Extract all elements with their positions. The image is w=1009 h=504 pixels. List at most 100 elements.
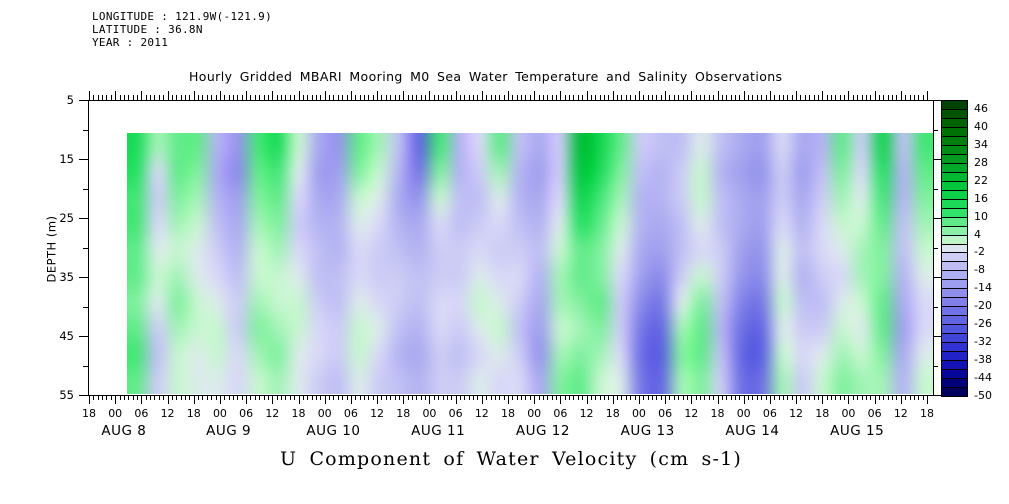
time-tick bbox=[398, 95, 400, 100]
time-tick bbox=[708, 95, 710, 100]
time-tick bbox=[193, 395, 195, 404]
time-tick bbox=[665, 395, 667, 404]
time-tick bbox=[778, 395, 780, 400]
depth-tick-label: 5 bbox=[66, 93, 74, 107]
time-tick bbox=[503, 95, 505, 100]
depth-tick bbox=[79, 218, 88, 219]
hour-tick-label: 12 bbox=[684, 407, 699, 420]
time-tick bbox=[119, 395, 121, 400]
colorbar-segment bbox=[941, 378, 968, 389]
depth-tick bbox=[933, 218, 942, 219]
depth-tick bbox=[933, 100, 942, 101]
colorbar-segment bbox=[941, 144, 968, 155]
time-tick bbox=[246, 395, 248, 404]
colorbar-segment bbox=[941, 126, 968, 137]
day-label: AUG 8 bbox=[101, 423, 147, 439]
time-tick bbox=[93, 95, 95, 100]
time-tick bbox=[529, 395, 531, 400]
time-tick bbox=[691, 91, 693, 100]
time-tick bbox=[359, 95, 361, 100]
time-tick bbox=[922, 395, 924, 400]
time-tick bbox=[542, 95, 544, 100]
time-tick bbox=[193, 91, 195, 100]
depth-tick bbox=[933, 365, 938, 367]
time-tick bbox=[643, 395, 645, 400]
time-tick bbox=[123, 395, 125, 400]
time-tick bbox=[569, 95, 571, 100]
time-tick bbox=[281, 95, 283, 100]
colorbar-segment bbox=[941, 360, 968, 371]
colorbar-segment bbox=[941, 117, 968, 128]
time-tick bbox=[564, 395, 566, 400]
time-tick bbox=[329, 395, 331, 400]
colorbar-segment bbox=[941, 252, 968, 263]
time-tick bbox=[289, 95, 291, 100]
time-tick bbox=[180, 395, 182, 400]
hour-tick-label: 18 bbox=[186, 407, 201, 420]
time-tick bbox=[198, 395, 200, 400]
time-tick bbox=[263, 395, 265, 400]
time-tick bbox=[612, 395, 614, 404]
time-tick bbox=[599, 95, 601, 100]
time-tick bbox=[102, 95, 104, 100]
depth-tick bbox=[83, 188, 88, 190]
time-tick bbox=[909, 395, 911, 400]
hour-tick-label: 06 bbox=[762, 407, 777, 420]
depth-tick bbox=[933, 277, 942, 278]
time-tick bbox=[887, 95, 889, 100]
time-tick bbox=[346, 95, 348, 100]
colorbar bbox=[941, 100, 968, 397]
time-tick bbox=[634, 95, 636, 100]
time-tick bbox=[324, 395, 326, 404]
time-tick bbox=[145, 395, 147, 400]
hour-tick-label: 18 bbox=[920, 407, 934, 420]
hour-tick-label: 12 bbox=[370, 407, 385, 420]
time-tick bbox=[726, 95, 728, 100]
colorbar-tick-label: -50 bbox=[974, 389, 992, 402]
hour-tick-label: 00 bbox=[527, 407, 542, 420]
time-tick bbox=[551, 395, 553, 400]
time-tick bbox=[494, 95, 496, 100]
time-tick bbox=[110, 395, 112, 400]
time-tick bbox=[176, 95, 178, 100]
time-tick bbox=[490, 95, 492, 100]
hour-tick-label: 18 bbox=[82, 407, 96, 420]
time-tick bbox=[285, 95, 287, 100]
colorbar-tick-label: 40 bbox=[974, 119, 988, 133]
time-tick bbox=[595, 95, 597, 100]
depth-tick bbox=[83, 365, 88, 367]
time-tick bbox=[215, 395, 217, 400]
header-year: YEAR : 2011 bbox=[92, 36, 169, 49]
time-tick bbox=[372, 395, 374, 400]
time-tick bbox=[368, 395, 370, 400]
time-tick bbox=[381, 395, 383, 400]
time-tick bbox=[883, 395, 885, 400]
time-tick bbox=[171, 395, 173, 400]
time-tick bbox=[922, 95, 924, 100]
time-tick bbox=[267, 95, 269, 100]
time-tick bbox=[132, 95, 134, 100]
time-tick bbox=[115, 91, 117, 100]
depth-tick-label: 35 bbox=[59, 270, 74, 284]
time-tick bbox=[647, 395, 649, 400]
time-tick bbox=[621, 395, 623, 400]
time-tick bbox=[211, 395, 213, 400]
time-tick bbox=[822, 91, 824, 100]
time-tick bbox=[490, 395, 492, 400]
hour-tick-label: 12 bbox=[265, 407, 280, 420]
hour-tick-label: 12 bbox=[789, 407, 804, 420]
time-tick bbox=[669, 395, 671, 400]
time-tick bbox=[887, 395, 889, 400]
time-tick bbox=[281, 395, 283, 400]
colorbar-tick-label: 46 bbox=[974, 101, 988, 115]
time-tick bbox=[302, 95, 304, 100]
colorbar-tick-label: -26 bbox=[974, 317, 992, 331]
time-tick bbox=[730, 395, 732, 400]
time-tick bbox=[211, 95, 213, 100]
time-tick bbox=[830, 95, 832, 100]
header-longitude: LONGITUDE : 121.9W(-121.9) bbox=[92, 10, 272, 23]
time-tick bbox=[547, 95, 549, 100]
colorbar-segment bbox=[941, 162, 968, 173]
time-tick bbox=[909, 95, 911, 100]
